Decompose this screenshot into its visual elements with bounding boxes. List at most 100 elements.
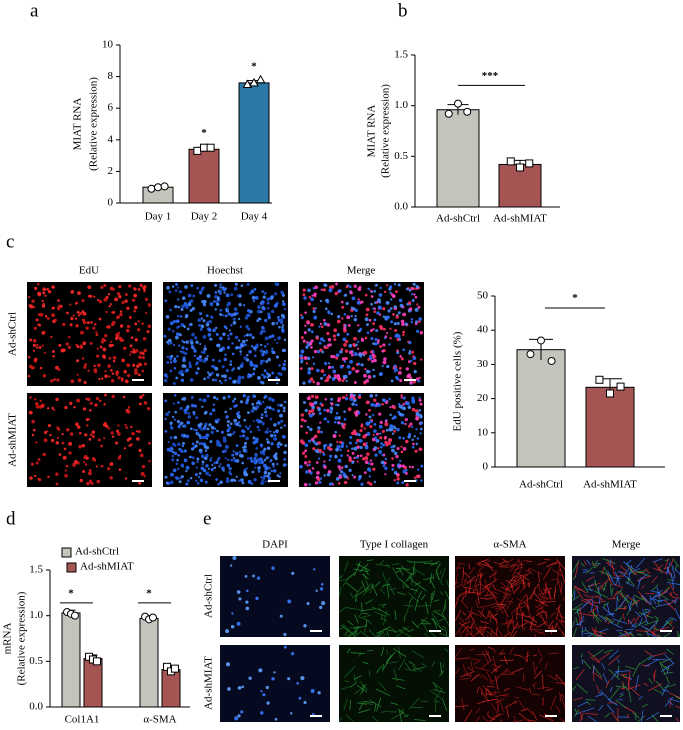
cell bbox=[351, 402, 355, 406]
cell bbox=[309, 402, 312, 405]
cell bbox=[115, 337, 118, 340]
cell bbox=[335, 404, 337, 406]
cell bbox=[92, 457, 96, 461]
cell bbox=[181, 379, 185, 383]
cell bbox=[179, 449, 182, 452]
cell bbox=[283, 451, 286, 454]
cell bbox=[304, 356, 308, 360]
cell bbox=[273, 423, 277, 427]
cell bbox=[232, 400, 235, 403]
cell bbox=[311, 294, 313, 296]
cell bbox=[176, 320, 179, 323]
cell bbox=[291, 652, 294, 655]
cell bbox=[222, 396, 225, 399]
cell bbox=[339, 434, 341, 436]
cell bbox=[92, 430, 96, 434]
image-row-label: Ad-shMIAT bbox=[203, 656, 215, 710]
cell bbox=[165, 430, 168, 433]
cell bbox=[55, 366, 59, 370]
cell bbox=[408, 406, 412, 410]
cell bbox=[41, 403, 44, 406]
y-tick-label: 0.5 bbox=[394, 150, 408, 162]
cell bbox=[37, 292, 41, 296]
cell bbox=[38, 313, 41, 316]
cell bbox=[411, 466, 414, 469]
cell bbox=[129, 316, 132, 319]
cell bbox=[244, 335, 246, 337]
cell bbox=[92, 327, 95, 330]
cell bbox=[405, 440, 409, 444]
cell bbox=[267, 441, 270, 444]
cell bbox=[369, 416, 372, 419]
cell bbox=[96, 480, 100, 484]
cell bbox=[376, 433, 379, 436]
cell bbox=[265, 352, 267, 354]
cell bbox=[312, 310, 315, 313]
cell bbox=[395, 455, 398, 458]
cell bbox=[401, 481, 404, 484]
cell bbox=[370, 303, 373, 306]
cell bbox=[178, 306, 181, 309]
cell bbox=[142, 465, 145, 468]
cell bbox=[304, 449, 307, 452]
cell bbox=[148, 303, 151, 306]
cell bbox=[272, 463, 275, 466]
cell bbox=[56, 378, 59, 381]
data-point bbox=[517, 164, 524, 171]
cell bbox=[258, 470, 261, 473]
x-tick-label: Day 4 bbox=[241, 211, 268, 223]
cell bbox=[176, 355, 179, 358]
cell bbox=[78, 378, 82, 382]
cell bbox=[323, 288, 326, 291]
cell bbox=[341, 301, 344, 304]
cell bbox=[197, 367, 200, 370]
cell bbox=[258, 668, 262, 672]
bar bbox=[239, 83, 269, 203]
cell bbox=[283, 349, 286, 352]
cell bbox=[196, 287, 199, 290]
cell bbox=[280, 426, 282, 428]
fiber bbox=[463, 567, 464, 578]
cell bbox=[302, 442, 304, 444]
cell bbox=[358, 478, 360, 480]
cell bbox=[350, 398, 354, 402]
cell bbox=[250, 363, 254, 367]
cell bbox=[384, 441, 387, 444]
cell bbox=[205, 450, 207, 452]
cell bbox=[323, 322, 327, 326]
cell bbox=[329, 288, 333, 292]
cell bbox=[280, 404, 283, 407]
cell bbox=[193, 428, 195, 430]
cell bbox=[169, 309, 172, 312]
cell bbox=[234, 398, 237, 401]
cell bbox=[134, 306, 138, 310]
cell bbox=[418, 317, 422, 321]
cell bbox=[364, 471, 367, 474]
cell bbox=[377, 298, 381, 302]
cell bbox=[170, 473, 174, 477]
cell bbox=[411, 351, 414, 354]
cell bbox=[110, 369, 113, 372]
cell bbox=[383, 328, 386, 331]
cell bbox=[138, 320, 140, 322]
cell bbox=[237, 414, 241, 418]
image-column-label: Merge bbox=[347, 265, 376, 277]
cell bbox=[119, 468, 122, 471]
cell bbox=[322, 451, 324, 453]
cell bbox=[224, 411, 227, 414]
cell bbox=[214, 379, 217, 382]
cell bbox=[311, 395, 314, 398]
cell bbox=[174, 367, 177, 370]
fiber bbox=[561, 581, 562, 595]
cell bbox=[70, 379, 74, 383]
cell bbox=[261, 300, 264, 303]
cell bbox=[82, 341, 86, 345]
cell bbox=[246, 334, 248, 336]
panel-label: e bbox=[203, 508, 211, 529]
cell bbox=[172, 451, 174, 453]
panel-label: c bbox=[6, 231, 14, 252]
cell bbox=[173, 468, 177, 472]
cell bbox=[265, 430, 269, 434]
cell bbox=[75, 324, 79, 328]
cell bbox=[64, 448, 67, 451]
